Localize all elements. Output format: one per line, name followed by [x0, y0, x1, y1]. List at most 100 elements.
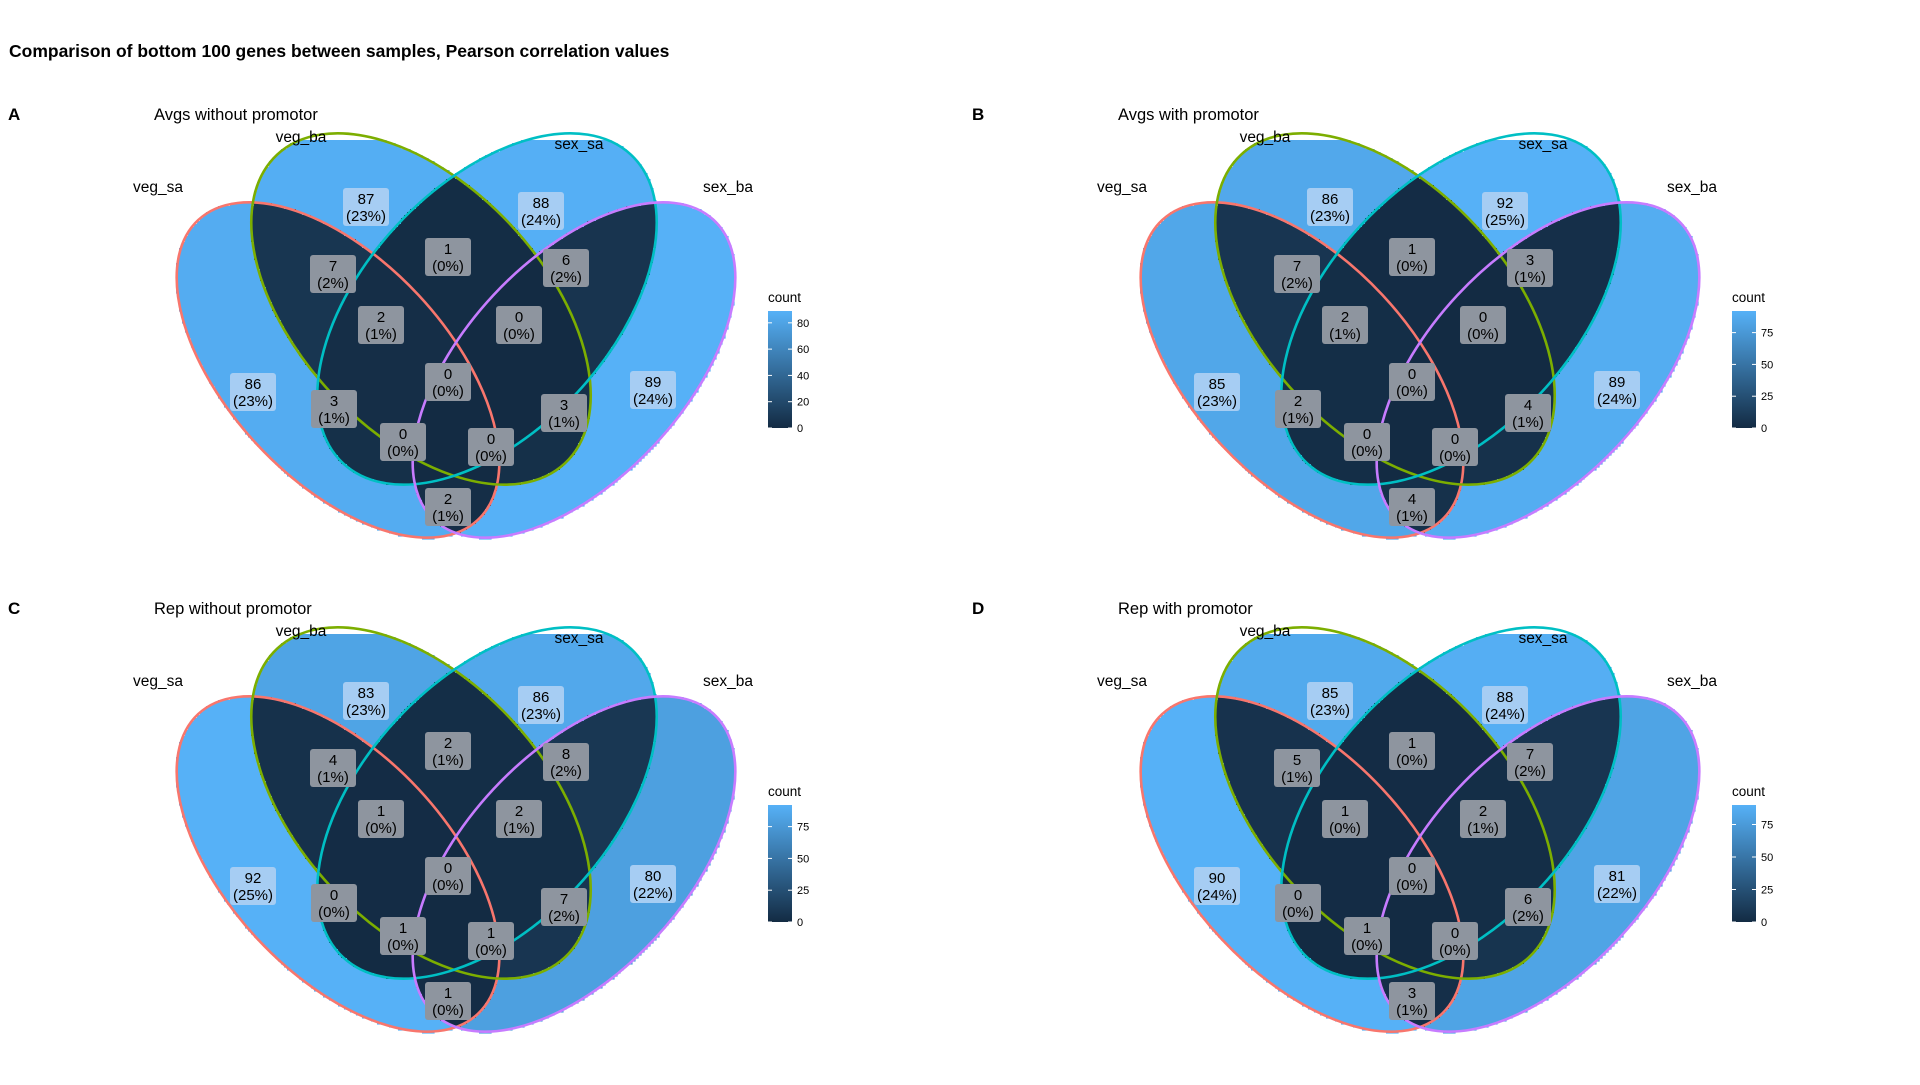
region-percent: (1%)	[1467, 820, 1499, 837]
legend-tick-label: 20	[797, 397, 809, 409]
venn-panel-b: B Avgs with promotor veg_sa veg_ba sex_sasex…	[972, 105, 1773, 540]
legend-tick-label: 75	[1761, 820, 1773, 832]
region-percent: (1%)	[317, 769, 349, 786]
region-count: 0	[399, 426, 407, 443]
region-percent: (0%)	[1439, 448, 1471, 465]
region-count: 3	[330, 393, 338, 410]
region-label-ac: 3(1%)	[311, 390, 357, 428]
region-label-ac: 0(0%)	[1275, 884, 1321, 922]
color-legend: count 0 25 50 75	[1732, 784, 1773, 929]
region-label-acd: 1(0%)	[380, 917, 426, 955]
region-label-c: 86(23%)	[518, 686, 564, 724]
region-percent: (0%)	[1282, 904, 1314, 921]
region-percent: (0%)	[1329, 820, 1361, 837]
region-count: 3	[560, 397, 568, 414]
region-percent: (1%)	[365, 326, 397, 343]
set-outline-sex-sa	[315, 132, 659, 486]
legend-tick-label: 50	[797, 853, 809, 865]
color-legend: count 0 25 50 75	[1732, 290, 1773, 435]
region-percent: (1%)	[1514, 269, 1546, 286]
region-percent: (0%)	[1396, 383, 1428, 400]
region-count: 1	[399, 920, 407, 937]
panel-subtitle: Avgs without promotor	[154, 106, 318, 124]
region-count: 2	[444, 491, 452, 508]
region-label-a: 86(23%)	[230, 373, 276, 411]
region-label-ab: 7(2%)	[1274, 255, 1320, 293]
region-percent: (1%)	[1396, 1002, 1428, 1019]
region-percent: (22%)	[633, 885, 673, 902]
region-percent: (24%)	[1197, 887, 1237, 904]
region-count: 3	[1526, 252, 1534, 269]
region-label-abd: 0(0%)	[468, 428, 514, 466]
set-outline-sex-sa	[1279, 132, 1623, 486]
region-count: 86	[533, 689, 550, 706]
region-percent: (23%)	[1310, 702, 1350, 719]
region-percent: (23%)	[346, 208, 386, 225]
region-count: 8	[562, 746, 570, 763]
region-count: 7	[1293, 258, 1301, 275]
region-count: 86	[1322, 191, 1339, 208]
region-count: 7	[1526, 746, 1534, 763]
region-label-d: 89(24%)	[630, 371, 676, 409]
region-percent: (0%)	[1351, 443, 1383, 460]
set-name-veg-sa: veg_sa	[1097, 673, 1147, 690]
region-percent: (23%)	[1197, 393, 1237, 410]
region-count: 7	[329, 258, 337, 275]
region-count: 85	[1322, 685, 1339, 702]
region-count: 90	[1209, 870, 1226, 887]
region-percent: (0%)	[1351, 937, 1383, 954]
region-label-ab: 7(2%)	[310, 255, 356, 293]
region-percent: (0%)	[1467, 326, 1499, 343]
region-count: 0	[1451, 431, 1459, 448]
region-count: 1	[1341, 803, 1349, 820]
set-outline-veg-sa	[175, 695, 501, 1033]
legend-title: count	[1732, 784, 1765, 799]
set-outline-veg-sa	[175, 201, 501, 539]
region-label-b: 85(23%)	[1307, 682, 1353, 720]
region-label-ac: 2(1%)	[1275, 390, 1321, 428]
panel-subtitle: Rep without promotor	[154, 600, 312, 618]
region-count: 81	[1609, 868, 1626, 885]
region-label-ad: 2(1%)	[425, 488, 471, 526]
region-count: 92	[245, 870, 262, 887]
panel-subtitle: Rep with promotor	[1118, 600, 1253, 618]
legend-colorbar	[768, 311, 792, 428]
region-percent: (24%)	[633, 391, 673, 408]
region-count: 4	[1408, 491, 1416, 508]
set-name-veg-sa: veg_sa	[133, 673, 183, 690]
region-count: 80	[645, 868, 662, 885]
venn-panel-c: C Rep without promotor veg_sa veg_ba sex_sas…	[8, 599, 809, 1034]
region-count: 0	[444, 860, 452, 877]
region-percent: (2%)	[550, 763, 582, 780]
set-name-sex-sa: sex_sa	[554, 630, 603, 647]
region-count: 1	[444, 985, 452, 1002]
region-count: 1	[487, 925, 495, 942]
region-count: 2	[377, 309, 385, 326]
region-percent: (25%)	[1485, 212, 1525, 229]
region-count: 6	[562, 252, 570, 269]
region-label-abcd: 0(0%)	[425, 363, 471, 401]
legend-tick-label: 0	[1761, 917, 1767, 929]
region-label-abcd: 0(0%)	[1389, 857, 1435, 895]
set-name-sex-ba: sex_ba	[703, 673, 753, 690]
region-percent: (0%)	[365, 820, 397, 837]
region-percent: (0%)	[318, 904, 350, 921]
set-name-veg-sa: veg_sa	[1097, 179, 1147, 196]
region-percent: (25%)	[233, 887, 273, 904]
region-count: 2	[1479, 803, 1487, 820]
region-count: 0	[1363, 426, 1371, 443]
region-label-cd: 7(2%)	[1507, 743, 1553, 781]
region-percent: (0%)	[1396, 752, 1428, 769]
set-name-veg-ba: veg_ba	[276, 623, 327, 640]
region-percent: (1%)	[318, 410, 350, 427]
venn-panel-d: D Rep with promotor veg_sa veg_ba sex_sa sex_…	[972, 599, 1773, 1034]
region-count: 1	[444, 241, 452, 258]
color-legend: count 0 25 50 75	[768, 784, 809, 929]
region-percent: (0%)	[432, 258, 464, 275]
region-percent: (0%)	[432, 383, 464, 400]
region-percent: (1%)	[1281, 769, 1313, 786]
region-label-a: 92(25%)	[230, 867, 276, 905]
region-percent: (23%)	[346, 702, 386, 719]
region-percent: (24%)	[521, 212, 561, 229]
